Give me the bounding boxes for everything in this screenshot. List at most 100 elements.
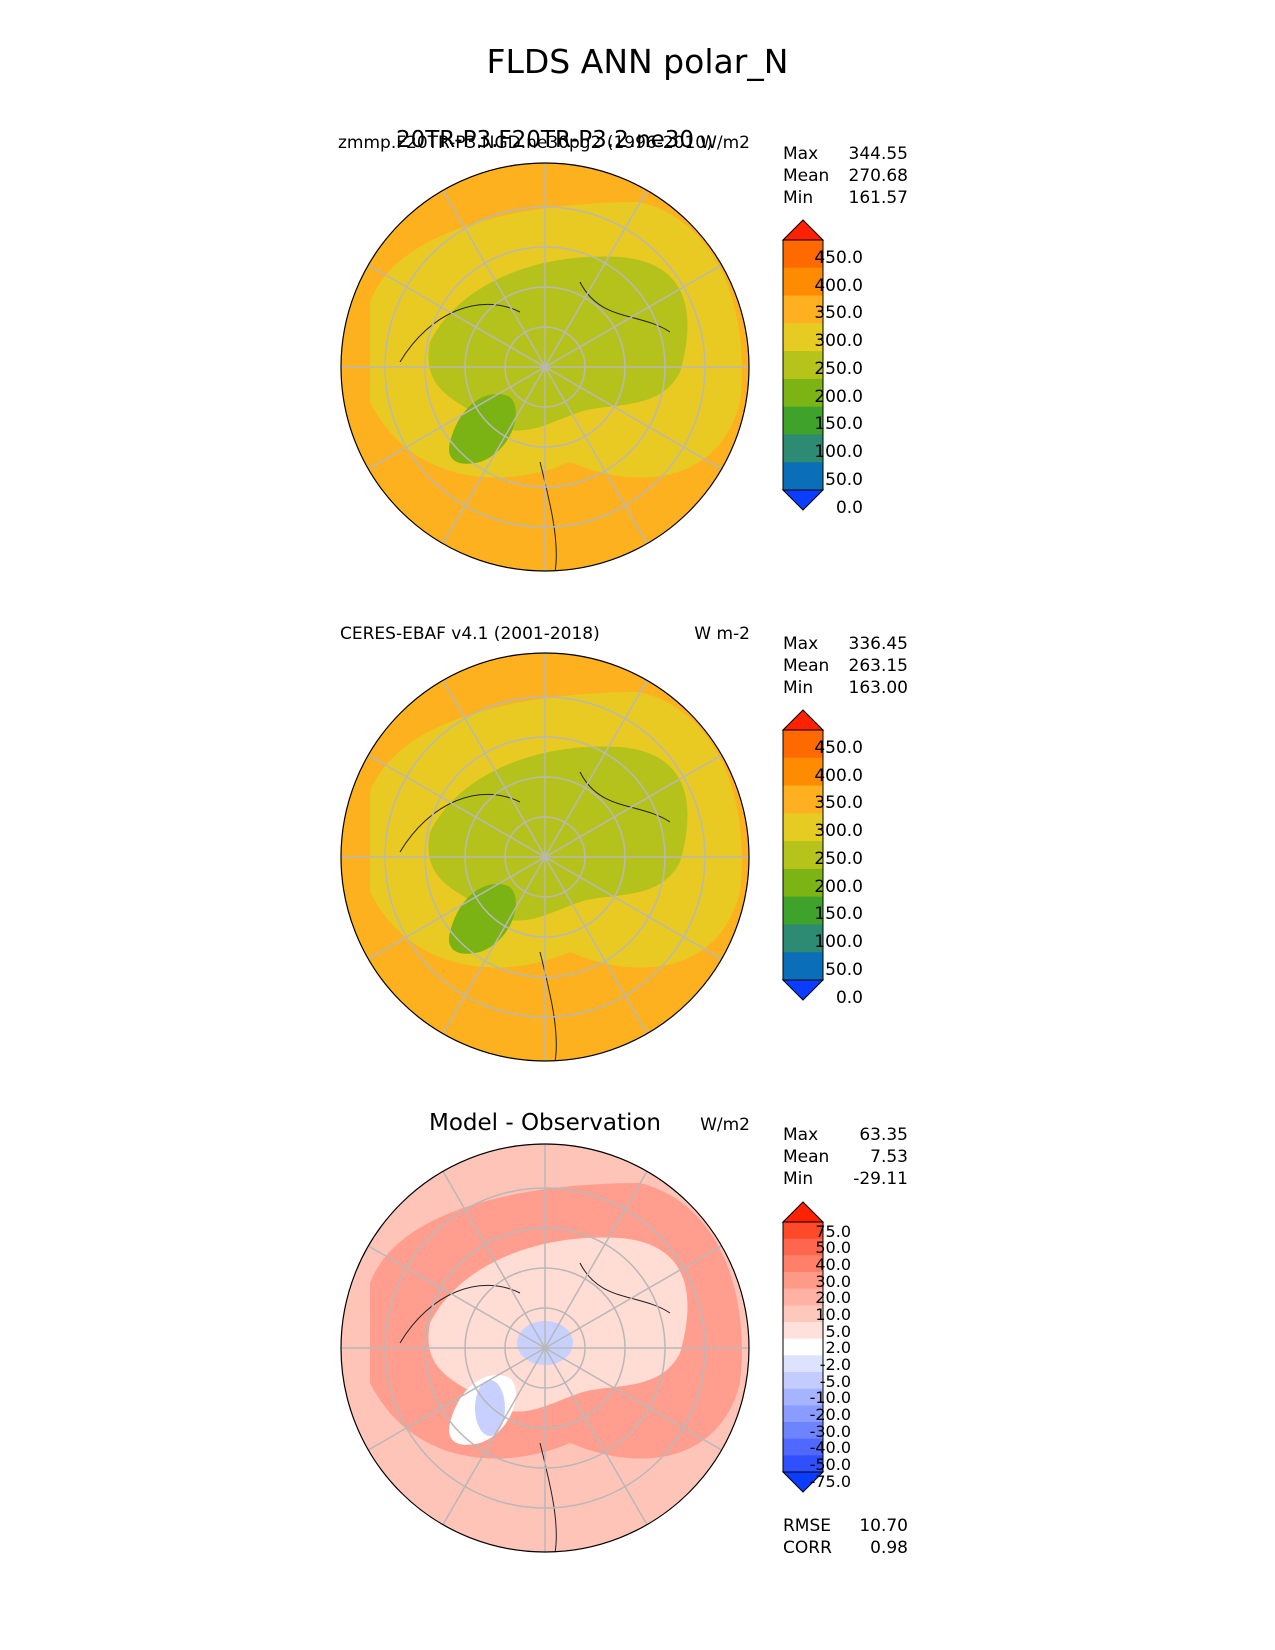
meridian-line (544, 1347, 723, 1451)
colorbar-tick-label: 250.0 (814, 848, 863, 869)
colorbar-segment (783, 323, 823, 352)
meridian-line (442, 1170, 546, 1349)
colorbar-segment (783, 1222, 823, 1240)
colorbar-tick-label: 450.0 (814, 737, 863, 758)
colorbar-frame (782, 729, 824, 981)
colorbar-tick-label: 150.0 (814, 904, 863, 925)
meridian-line (544, 856, 723, 960)
panel3-map (340, 1143, 750, 1553)
meridian-line (544, 856, 648, 1035)
colorbar-segment (783, 757, 823, 787)
panel2-mean-label: Mean (783, 656, 830, 676)
colorbar-segment (783, 1322, 823, 1340)
colorbar-tick-label: 0.0 (835, 497, 863, 518)
colorbar-segment (783, 267, 823, 297)
map-border (340, 1143, 750, 1553)
panel1-units: W/m2 (700, 133, 750, 153)
panel1-max-label: Max (783, 144, 819, 164)
meridian-line (367, 856, 546, 960)
panel2-map (340, 652, 750, 1062)
colorbar-tick-label: 10.0 (815, 1305, 851, 1324)
colorbar-segment (783, 841, 823, 870)
panel3-min-value: -29.11 (853, 1169, 908, 1189)
colorbar-tick-label: 75.0 (815, 1221, 851, 1241)
colorbar-segment (783, 1288, 823, 1306)
colorbar-tick-label: 300.0 (814, 821, 863, 842)
colorbar-tick-label: 2.0 (825, 1338, 851, 1358)
panel1-min-label: Min (783, 188, 814, 208)
map-fill (341, 653, 749, 1061)
panel3-max-value: 63.35 (859, 1125, 908, 1145)
colorbar-segment (783, 1388, 823, 1406)
colorbar-segment (783, 785, 823, 814)
panel2-colorbar (781, 709, 825, 1001)
colorbar-extend-top (781, 1201, 825, 1223)
meridian-line (367, 264, 546, 368)
colorbar-tick-label: -5.0 (819, 1371, 851, 1391)
meridian-line (544, 366, 723, 470)
meridian-line (367, 754, 546, 858)
colorbar-segment (783, 730, 823, 759)
meridian-line (544, 189, 648, 368)
colorbar-tick-label: 50.0 (825, 470, 863, 490)
colorbar-tick-label: 0.0 (835, 987, 863, 1008)
panel3-min-label: Min (783, 1169, 814, 1189)
colorbar-tick-label: 150.0 (814, 414, 863, 435)
meridian-line (544, 366, 648, 545)
colorbar-tick-label: 5.0 (825, 1321, 851, 1341)
colorbar-tick-label: 200.0 (814, 386, 863, 407)
meridian-line (442, 189, 546, 368)
colorbar-segment (783, 1355, 823, 1373)
colorbar-tick-label: 400.0 (814, 765, 863, 786)
panel1-center-title: 20TR-P3.F20TR-P3.2.ne30 (395, 127, 695, 153)
colorbar-tick-label: 450.0 (814, 247, 863, 268)
colorbar-segment (783, 1272, 823, 1290)
panel2-mean-value: 263.15 (848, 656, 908, 676)
colorbar-segment (783, 1372, 823, 1390)
meridian-line (442, 679, 546, 858)
panel1-left-title: zmmp.F20TR-P3.NGD.ne30pg2 (1996-2010) (338, 133, 713, 153)
panel1-mean-label: Mean (783, 166, 830, 186)
colorbar-tick-label: 300.0 (814, 331, 863, 352)
colorbar-tick-label: 100.0 (814, 932, 863, 953)
colorbar-segment (783, 434, 823, 463)
meridian-line (544, 679, 648, 858)
meridian-line (442, 366, 546, 545)
panel3-units: W/m2 (700, 1115, 750, 1135)
panel2-units: W m-2 (694, 624, 750, 644)
colorbar-segment (783, 1255, 823, 1273)
panel3-mean-value: 7.53 (870, 1147, 908, 1167)
panel3-corr-value: 0.98 (870, 1538, 908, 1558)
panel2-max-value: 336.45 (848, 634, 908, 654)
panel1-colorbar (781, 219, 825, 511)
map-fill (341, 1144, 749, 1552)
colorbar-segment (783, 240, 823, 269)
colorbar-segment (783, 1338, 823, 1356)
panel3-rmse-value: 10.70 (859, 1516, 908, 1536)
panel1-max-value: 344.55 (848, 144, 908, 164)
meridian-line (367, 1245, 546, 1349)
colorbar-tick-label: -40.0 (809, 1438, 851, 1458)
meridian-line (544, 1347, 648, 1526)
map-fill (341, 163, 749, 571)
colorbar-tick-label: -10.0 (809, 1388, 851, 1408)
colorbar-segment (783, 1405, 823, 1423)
negative-region (475, 1380, 505, 1436)
colorbar-tick-label: -30.0 (809, 1421, 851, 1441)
colorbar-tick-label: 350.0 (814, 303, 863, 324)
map-border (340, 652, 750, 1062)
colorbar-frame (782, 239, 824, 491)
panel2-max-label: Max (783, 634, 819, 654)
panel3-corr-label: CORR (783, 1538, 832, 1558)
meridian-line (367, 1347, 546, 1451)
map-border (340, 162, 750, 572)
panel3-max-label: Max (783, 1125, 819, 1145)
meridian-line (544, 754, 723, 858)
colorbar-segment (783, 1455, 823, 1473)
colorbar-frame (782, 1221, 824, 1473)
colorbar-tick-label: 100.0 (814, 442, 863, 463)
meridian-line (442, 1347, 546, 1526)
panel2-min-value: 163.00 (848, 678, 908, 698)
panel1-mean-value: 270.68 (848, 166, 908, 186)
colorbar-segment (783, 378, 823, 408)
